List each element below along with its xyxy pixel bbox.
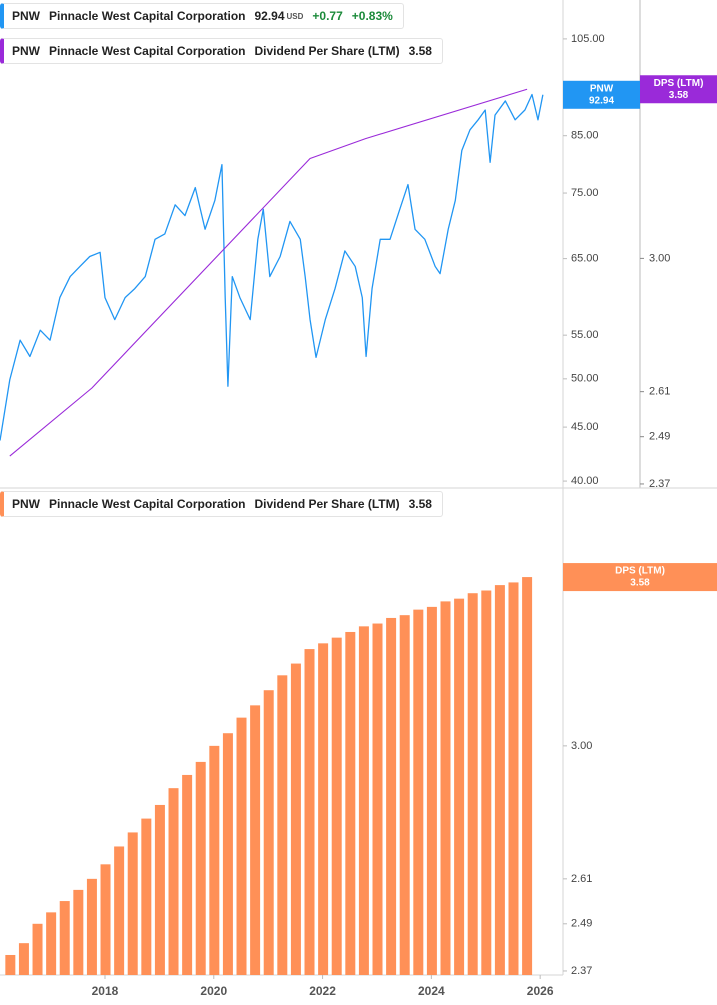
plot-area <box>5 577 533 975</box>
bar <box>182 774 193 975</box>
y-tick-label: 75.00 <box>571 187 599 199</box>
badge-value: 92.94 <box>589 95 614 106</box>
y-tick-label: 2.49 <box>571 918 592 930</box>
bar <box>494 585 505 975</box>
value-badge <box>563 563 717 592</box>
bar <box>522 577 533 975</box>
series-line <box>9 88 528 457</box>
legend-change-pct: +0.83% <box>351 9 393 23</box>
y-tick-label: 65.00 <box>571 253 599 265</box>
bar <box>168 788 179 975</box>
bar <box>426 606 437 975</box>
bar <box>222 733 233 975</box>
bar <box>86 878 97 975</box>
bar <box>59 901 70 975</box>
plot-area <box>0 88 544 457</box>
legend-ticker: PNW <box>12 44 40 58</box>
legend-ticker: PNW <box>12 497 40 511</box>
bar <box>73 889 84 975</box>
bar <box>32 923 43 975</box>
badge-label: DPS (LTM) <box>615 566 665 577</box>
legend-company: Pinnacle West Capital Corporation <box>49 497 246 511</box>
badge-value: 3.58 <box>630 578 650 589</box>
bar <box>508 582 519 975</box>
legend: PNW Pinnacle West Capital Corporation Di… <box>0 38 443 64</box>
badge-value: 3.58 <box>669 90 689 101</box>
bar <box>209 745 220 975</box>
y-tick-label: 105.00 <box>571 33 605 45</box>
legend-metric: Dividend Per Share (LTM) <box>254 497 400 511</box>
legend-metric: Dividend Per Share (LTM) <box>254 44 400 58</box>
bar <box>127 832 138 975</box>
series-line <box>0 93 544 441</box>
x-tick-label: 2018 <box>92 984 119 998</box>
y-tick-label: 50.00 <box>571 373 599 385</box>
bar <box>372 623 383 975</box>
bar <box>100 864 111 975</box>
legend-company: Pinnacle West Capital Corporation <box>49 9 246 23</box>
bar <box>277 675 288 975</box>
badge-label: PNW <box>590 83 614 94</box>
badge-label: DPS (LTM) <box>654 78 704 89</box>
bar <box>290 663 301 975</box>
bar <box>236 717 247 975</box>
value-badge <box>563 80 640 109</box>
bar <box>454 598 465 975</box>
x-tick-label: 2020 <box>200 984 227 998</box>
legend: PNW Pinnacle West Capital Corporation Di… <box>0 491 443 517</box>
x-tick-label: 2022 <box>309 984 336 998</box>
y2-tick-label: 2.49 <box>649 431 670 443</box>
bar <box>46 912 57 975</box>
x-tick-label: 2024 <box>418 984 445 998</box>
y-tick-label: 40.00 <box>571 475 599 487</box>
bar <box>331 637 342 975</box>
legend-currency: USD <box>286 11 304 21</box>
bar <box>114 846 125 975</box>
legend-value: 3.58 <box>408 44 432 58</box>
y-tick-label: 55.00 <box>571 329 599 341</box>
legend-change: +0.77 <box>312 9 343 23</box>
y-tick-label: 3.00 <box>571 740 592 752</box>
bar <box>440 601 451 975</box>
bar <box>358 626 369 975</box>
bar <box>141 818 152 975</box>
legend-price: 92.94 <box>254 9 285 23</box>
y-tick-label: 2.61 <box>571 873 592 885</box>
legend-ticker: PNW <box>12 9 40 23</box>
x-tick-label: 2026 <box>527 984 554 998</box>
bar <box>467 593 478 975</box>
bar <box>318 643 329 975</box>
bar <box>399 615 410 975</box>
value-badge <box>640 75 717 104</box>
bar <box>386 617 397 975</box>
y-tick-label: 85.00 <box>571 130 599 142</box>
legend: PNW Pinnacle West Capital Corporation 92… <box>0 3 404 29</box>
bar <box>263 690 274 975</box>
bar <box>345 631 356 975</box>
y-tick-label: 2.37 <box>571 965 592 977</box>
y-tick-label: 45.00 <box>571 421 599 433</box>
bar <box>250 705 261 975</box>
y2-tick-label: 3.00 <box>649 252 670 264</box>
bar <box>195 761 206 975</box>
bar <box>5 954 16 975</box>
bar <box>154 804 165 975</box>
y2-tick-label: 2.37 <box>649 478 670 490</box>
bar <box>413 609 424 975</box>
bar <box>481 590 492 975</box>
y2-tick-label: 2.61 <box>649 386 670 398</box>
legend-value: 3.58 <box>408 497 432 511</box>
bar <box>304 649 315 975</box>
bar <box>18 943 29 975</box>
legend-company: Pinnacle West Capital Corporation <box>49 44 246 58</box>
